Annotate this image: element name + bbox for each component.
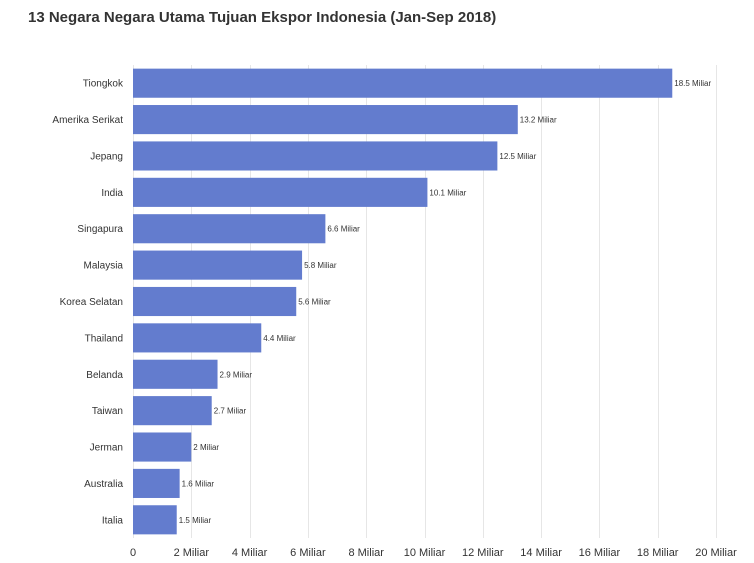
data-label: 1.5 Miliar [179, 516, 212, 525]
x-axis-ticks: 0 2 Miliar 4 Miliar 6 Miliar 8 Miliar 10 Mili… [130, 547, 737, 559]
category-label: Singapura [77, 224, 123, 235]
bar[interactable] [133, 250, 303, 280]
data-label: 2.9 Miliar [220, 370, 253, 379]
data-label: 2.7 Miliar [214, 407, 247, 416]
category-label: Belanda [86, 370, 123, 381]
data-label: 4.4 Miliar [263, 334, 296, 343]
x-tick-label: 4 Miliar [232, 547, 268, 559]
category-label: Jerman [90, 443, 123, 454]
data-label: 5.6 Miliar [298, 298, 331, 307]
data-label: 12.5 Miliar [499, 152, 536, 161]
x-tick-label: 20 Miliar [695, 547, 737, 559]
bar[interactable] [133, 323, 262, 353]
category-label: Taiwan [92, 406, 123, 417]
bar[interactable] [133, 432, 192, 462]
data-label: 1.6 Miliar [182, 479, 215, 488]
bar[interactable] [133, 105, 518, 135]
data-label: 13.2 Miliar [520, 116, 557, 125]
bar[interactable] [133, 177, 428, 207]
bar[interactable] [133, 214, 326, 244]
category-label: Jepang [90, 151, 123, 162]
category-label: Tiongkok [83, 79, 124, 90]
category-labels: Tiongkok Amerika Serikat Jepang India Singap… [52, 79, 124, 527]
category-label: India [101, 188, 123, 199]
category-label: Thailand [85, 333, 123, 344]
category-label: Malaysia [84, 261, 124, 272]
bar[interactable] [133, 141, 498, 171]
x-tick-label: 18 Miliar [637, 547, 679, 559]
x-tick-label: 16 Miliar [579, 547, 621, 559]
bar[interactable] [133, 68, 673, 98]
bar[interactable] [133, 359, 218, 389]
data-label: 6.6 Miliar [327, 225, 360, 234]
data-labels: 18.5 Miliar 13.2 Miliar 12.5 Miliar 10.1 Mi… [179, 79, 712, 525]
x-tick-label: 8 Miliar [348, 547, 384, 559]
category-label: Korea Selatan [60, 297, 123, 308]
chart-title: 13 Negara Negara Utama Tujuan Ekspor Ind… [28, 9, 497, 26]
category-label: Italia [102, 515, 124, 526]
bar[interactable] [133, 286, 297, 317]
bar[interactable] [133, 468, 180, 498]
x-tick-label: 0 [130, 547, 136, 559]
data-label: 5.8 Miliar [304, 261, 337, 270]
bar[interactable] [133, 396, 212, 426]
x-tick-label: 10 Miliar [404, 547, 446, 559]
x-tick-label: 12 Miliar [462, 547, 504, 559]
x-tick-label: 6 Miliar [290, 547, 326, 559]
bar[interactable] [133, 505, 177, 535]
x-tick-label: 14 Miliar [520, 547, 562, 559]
bars [133, 68, 673, 535]
category-label: Amerika Serikat [52, 115, 123, 126]
data-label: 2 Miliar [193, 443, 219, 452]
category-label: Australia [84, 479, 123, 490]
data-label: 10.1 Miliar [429, 188, 466, 197]
data-label: 18.5 Miliar [674, 79, 711, 88]
x-tick-label: 2 Miliar [174, 547, 210, 559]
